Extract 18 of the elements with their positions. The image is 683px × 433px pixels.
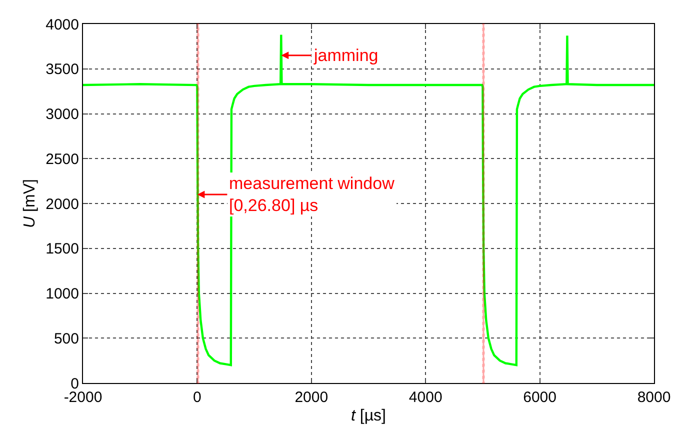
x-tick-label: 4000 <box>408 389 442 406</box>
y-tick-label: 4000 <box>46 16 79 34</box>
x-tick-label: 0 <box>193 389 202 406</box>
y-tick-label: 2500 <box>46 150 79 168</box>
y-tick-label: 3500 <box>46 61 79 78</box>
x-tick-label: 2000 <box>294 389 328 406</box>
annotation: jamming <box>313 46 378 65</box>
y-tick-label: 1500 <box>46 240 79 258</box>
y-tick-label: 1000 <box>46 286 79 302</box>
line-series <box>83 34 654 366</box>
x-tick-label: 8000 <box>637 389 671 406</box>
x-tick-label: 6000 <box>523 389 556 406</box>
y-tick-label: 3000 <box>46 106 79 123</box>
y-tick-label: 500 <box>54 330 79 348</box>
annotation: measurement window [0,26.80] µs <box>229 174 396 216</box>
y-tick-label: 2000 <box>46 196 79 213</box>
y-axis-title: U [mV] <box>22 179 39 228</box>
x-axis-title: t [µs] <box>350 408 386 425</box>
